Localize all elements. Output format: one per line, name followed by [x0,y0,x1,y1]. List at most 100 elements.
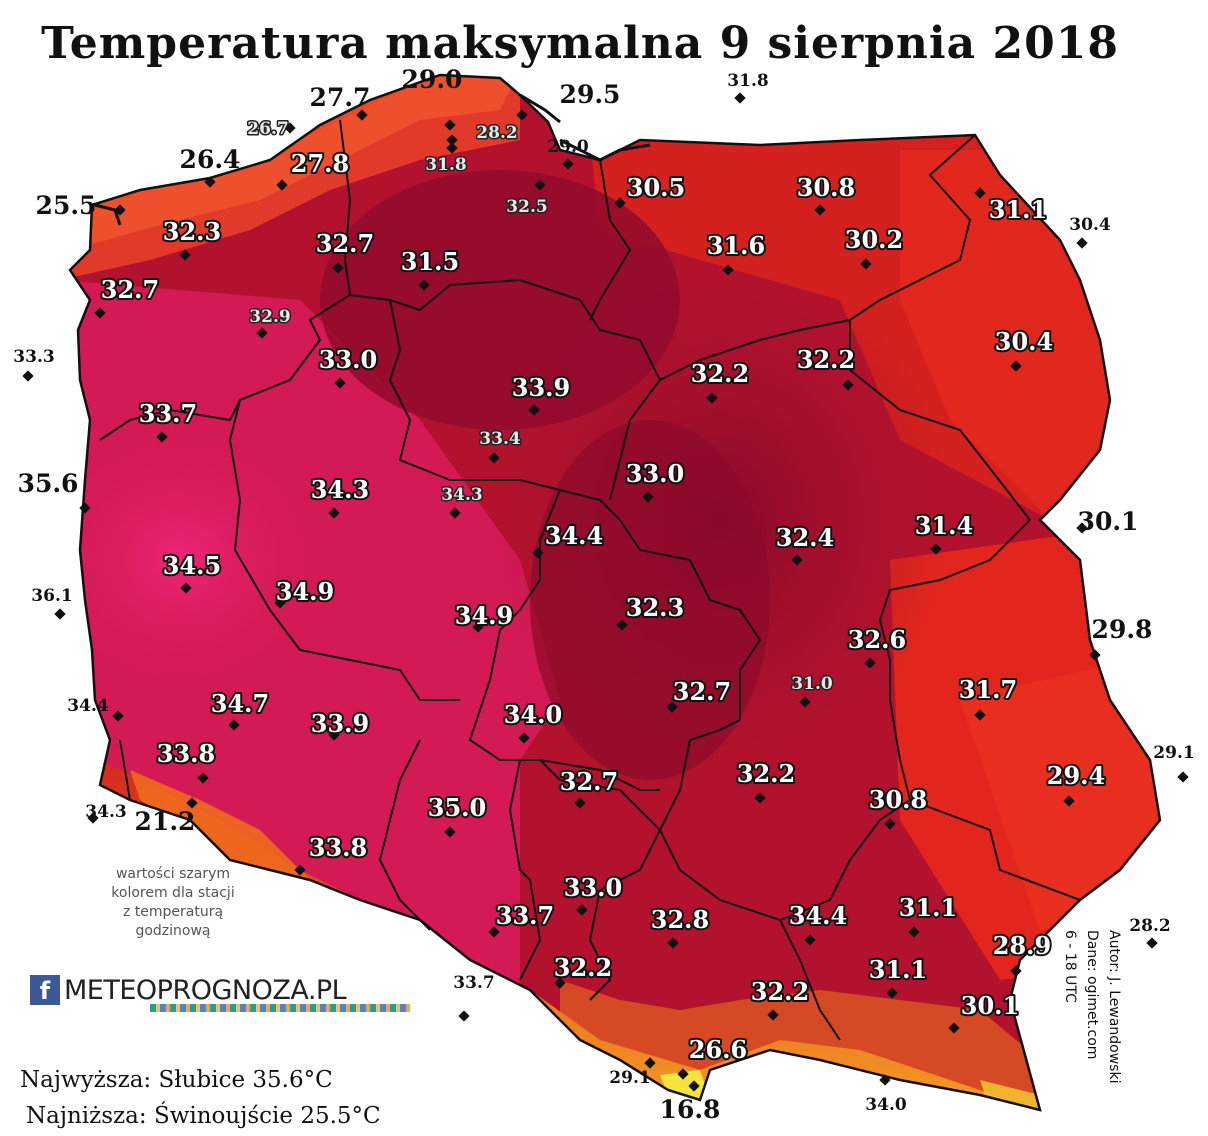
station: 30.8 [867,783,929,830]
station-marker [1089,649,1101,661]
station-marker [754,792,766,804]
station: 34.5 [161,549,223,594]
meteoprognoza-logo[interactable]: f METEOPROGNOZA.PL [30,970,410,1012]
station: 26.4 [180,145,241,188]
station-value: 30.4 [995,327,1053,356]
station-value: 26.4 [180,145,241,174]
station: 32.2 [552,951,614,989]
station: 29.1 [1153,743,1195,783]
station: 33.4 [478,428,522,464]
station-marker [576,904,588,916]
station: 32.7 [558,765,620,809]
station: 32.2 [795,343,857,391]
station-value: 31.7 [959,675,1017,704]
station-marker [54,608,66,620]
stations-layer: 29.0 27.7 29.5 31.8 26.7 28.2 31.8 29.0 26.4 27.8… [13,65,1194,1124]
station: 26.6 [677,1033,749,1080]
station-value: 32.7 [673,677,731,706]
station-marker [574,797,586,809]
station-marker [156,431,168,443]
station: 29.0 [402,65,463,131]
station-marker [1146,937,1158,949]
station: 31.5 [399,245,461,291]
station-value: 31.8 [727,71,768,91]
station-marker [1076,237,1088,249]
station: 31.4 [913,509,975,555]
station-value: 26.6 [689,1035,747,1064]
station-value: 30.2 [845,225,903,254]
station-value: 34.3 [311,475,369,504]
station-value: 34.7 [211,689,269,718]
station-marker [1177,771,1189,783]
station-value: 30.8 [797,173,855,202]
station: 33.7 [137,397,199,443]
station: 32.7 [314,227,376,274]
station: 31.8 [727,71,769,104]
station: 30.4 [1069,215,1111,249]
station: 31.7 [957,673,1019,721]
station-value: 32.2 [797,345,855,374]
station: 30.1 [1076,507,1138,536]
credit-data: Dane: ogimet.com [1084,930,1100,1060]
station-marker [614,197,626,209]
station: 33.7 [453,973,495,1022]
station-marker [294,864,306,876]
station-marker [328,729,340,741]
station-marker [804,934,816,946]
station-value: 35.0 [428,793,486,822]
station-value: 29.0 [402,65,463,94]
station-value: 31.1 [869,955,927,984]
station: 31.1 [974,187,1049,226]
station-value: 34.3 [441,485,482,505]
station-value: 35.6 [18,469,79,498]
station-value: 32.8 [651,905,709,934]
station-value: 34.9 [455,601,513,630]
station: 29.4 [1045,759,1107,807]
station-value: 33.7 [453,973,494,993]
station-value: 33.0 [626,459,684,488]
station-marker [332,262,344,274]
station-value: 29.4 [1047,761,1105,790]
station: 32.5 [505,179,549,219]
station-marker [860,258,872,270]
station-marker [799,696,811,708]
station: 34.3 [309,473,371,519]
station-value: 33.4 [479,429,521,449]
station: 27.7 [310,83,370,121]
voivodeship-borders [99,119,1081,1041]
station: 29.1 [609,1057,656,1088]
note-line: godzinową [135,923,211,939]
station-value: 31.1 [989,195,1047,224]
station: 33.0 [624,457,686,503]
station-marker [562,158,574,170]
station-marker [842,379,854,391]
logo-text: METEOPROGNOZA.PL [64,974,347,1006]
station-value: 25.5 [36,191,97,220]
station-marker [532,547,544,559]
station: 30.4 [993,325,1055,372]
station-value: 34.0 [504,700,562,729]
station: 32.7 [94,273,161,319]
station-marker [1010,965,1022,977]
station-marker [879,1074,891,1086]
station-marker [472,621,484,633]
station-value: 21.2 [135,807,196,836]
station-marker [488,926,500,938]
station-marker [328,507,340,519]
station-value: 31.8 [425,155,466,175]
note-line: wartości szarym [115,866,231,882]
station: 33.8 [294,831,369,876]
station-marker [644,1057,656,1069]
station: 32.7 [666,675,733,713]
station: 36.1 [31,586,73,620]
station: 34.4 [787,899,849,946]
record-min: Najniższa: Świnoujście 25.5°C [26,1103,381,1129]
facebook-icon[interactable]: f [30,975,60,1005]
station-value: 33.9 [512,373,570,402]
station-marker [616,619,628,631]
station-value: 31.1 [899,893,957,922]
note-line: z temperaturą [122,904,224,920]
station-value: 30.1 [961,991,1019,1020]
station-marker [197,772,209,784]
